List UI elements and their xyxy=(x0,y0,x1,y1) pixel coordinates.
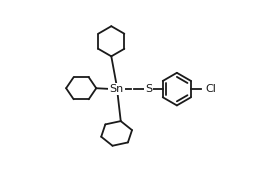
Text: Sn: Sn xyxy=(110,84,124,94)
Text: Cl: Cl xyxy=(205,84,216,94)
Text: S: S xyxy=(145,84,152,94)
